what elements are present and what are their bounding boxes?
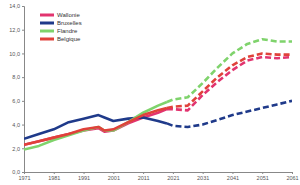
tick-mark: [262, 172, 263, 174]
tick: 2011: [138, 172, 150, 181]
legend-swatch: [40, 38, 54, 41]
tick: 1981: [48, 172, 60, 181]
tick-mark: [292, 172, 293, 174]
tick-label: 2001: [108, 175, 120, 181]
legend-swatch: [40, 30, 54, 33]
legend-label: Flandre: [57, 28, 78, 34]
tick-label: 1971: [18, 175, 30, 181]
series-line: [167, 39, 292, 102]
axis-line: [22, 7, 25, 173]
tick-mark: [22, 101, 24, 102]
tick: 8,0: [12, 74, 24, 80]
chart: 0,02,04,06,08,010,012,014,01971198119912…: [0, 0, 300, 185]
tick-mark: [22, 172, 24, 173]
legend-label: Wallonie: [57, 12, 80, 18]
tick: 2061: [286, 172, 298, 181]
axis-line: [25, 173, 293, 175]
lines: [24, 39, 292, 149]
tick: 1991: [78, 172, 90, 181]
x-axis: 1971 1981 1991 2001 2011 2021 2031 2041 2051 2061: [18, 172, 298, 181]
legend: Wallonie Bruxelles Flandre Belgique: [40, 12, 82, 42]
tick-label: 2031: [197, 175, 209, 181]
tick: 2021: [167, 172, 179, 181]
tick: 2041: [227, 172, 239, 181]
series-line: [167, 53, 292, 108]
tick-label: 1991: [78, 175, 90, 181]
legend-swatch: [40, 14, 54, 17]
tick-mark: [22, 125, 24, 126]
tick: 2031: [197, 172, 209, 181]
tick-mark: [54, 172, 55, 174]
legend-item: Flandre: [40, 28, 78, 34]
tick: 10,0: [9, 51, 24, 57]
tick: 2001: [108, 172, 120, 181]
tick-label: 2021: [167, 175, 179, 181]
tick-label: 10,0: [9, 51, 20, 57]
series-line: [167, 57, 292, 110]
tick-mark: [173, 172, 174, 174]
tick: 14,0: [9, 3, 24, 9]
tick-label: 4,0: [12, 122, 20, 128]
tick: 6,0: [12, 98, 24, 104]
legend-item: Bruxelles: [40, 20, 82, 26]
tick-mark: [22, 77, 24, 78]
tick: 2,0: [12, 146, 24, 152]
y-axis: 0,02,04,06,08,010,012,014,0: [9, 3, 24, 175]
tick-mark: [22, 30, 24, 31]
tick: 4,0: [12, 122, 24, 128]
plot: 0,02,04,06,08,010,012,014,01971198119912…: [9, 3, 298, 181]
legend-swatch: [40, 22, 54, 25]
legend-label: Bruxelles: [57, 20, 82, 26]
tick-mark: [203, 172, 204, 174]
tick-mark: [113, 172, 114, 174]
legend-label: Belgique: [57, 36, 81, 42]
series-line: [24, 108, 167, 145]
tick: 1971: [18, 172, 30, 181]
tick-label: 1981: [48, 175, 60, 181]
tick-label: 2,0: [12, 146, 20, 152]
tick-mark: [22, 53, 24, 54]
tick-mark: [84, 172, 85, 174]
legend-item: Belgique: [40, 36, 81, 42]
tick-label: 8,0: [12, 74, 20, 80]
tick-label: 12,0: [9, 27, 20, 33]
series-line: [24, 102, 167, 149]
tick: 2051: [257, 172, 269, 181]
tick-label: 6,0: [12, 98, 20, 104]
tick-mark: [22, 148, 24, 149]
tick-mark: [232, 172, 233, 174]
tick-label: 2011: [138, 175, 150, 181]
tick-mark: [143, 172, 144, 174]
tick-mark: [22, 6, 24, 7]
tick-label: 2061: [286, 175, 298, 181]
tick-label: 2051: [257, 175, 269, 181]
tick-mark: [24, 172, 25, 174]
tick: 12,0: [9, 27, 24, 33]
legend-item: Wallonie: [40, 12, 80, 18]
tick-label: 2041: [227, 175, 239, 181]
tick-label: 14,0: [9, 3, 20, 9]
